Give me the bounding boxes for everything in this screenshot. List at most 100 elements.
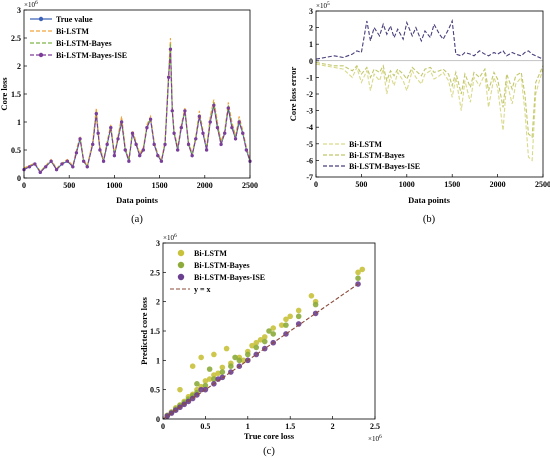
scatter-point-scatter-bi-lstm <box>189 363 196 370</box>
scatter-point-scatter-bi-lstm <box>283 316 289 323</box>
series-point-bi-lstm-bayes-ise <box>244 148 248 152</box>
series-point-bi-lstm-bayes-ise <box>101 159 106 163</box>
scatter-point-scatter-bi-lstm <box>223 345 230 352</box>
legend-label-bi-lstm-bayes-ise: Bi-LSTM-Bayes-ISE <box>56 51 127 60</box>
series-point-bi-lstm-bayes-ise <box>237 120 241 124</box>
scatter-point-scatter-bi-lstm-bayes <box>245 351 251 358</box>
legend-marker-scatter-bi-lstm <box>177 249 185 257</box>
series-point-bi-lstm-bayes-ise <box>127 159 131 163</box>
panel-c-ticks: 0 0.5 1 1.5 2 2.5 0 0.5 1 1.5 2 2.5 3 <box>150 239 380 431</box>
panel-b-caption: (b) <box>423 214 436 225</box>
series-point-bi-lstm-bayes-ise <box>49 159 53 163</box>
series-point-bi-lstm-bayes-ise <box>74 151 79 155</box>
series-point-bi-lstm-bayes-ise <box>205 148 209 152</box>
series-point-bi-lstm-bayes-ise <box>233 137 238 141</box>
series-point-bi-lstm-bayes-ise <box>201 131 205 135</box>
legend-label-true-value: True value <box>56 15 93 24</box>
series-point-bi-lstm-bayes-ise <box>38 170 42 174</box>
series-point-bi-lstm-bayes-ise <box>112 154 116 158</box>
y-tick-label: 1.5 <box>11 90 21 99</box>
series-point-bi-lstm-bayes-ise <box>71 165 75 169</box>
scatter-point-scatter-bi-lstm <box>211 372 217 378</box>
panel-a-series-group <box>22 37 252 174</box>
y-tick-label: 0.5 <box>150 386 160 395</box>
y-tick-label: -5 <box>306 140 313 149</box>
panel-a: 0 500 1000 1500 2000 2500 0 0.5 1 1.5 2 2.5 3 ×106 D… <box>0 0 258 225</box>
scatter-point-scatter-bi-lstm <box>177 386 183 393</box>
x-tick-label: 1.5 <box>285 422 295 431</box>
scatter-point-scatter-bi-lstm-bayes <box>232 354 238 361</box>
series-point-bi-lstm-bayes-ise <box>163 142 167 146</box>
y-tick-label: -3 <box>306 107 313 116</box>
x-tick-label: 2500 <box>242 181 258 190</box>
x-tick-label: 2 <box>331 422 335 431</box>
x-tick-label: 1500 <box>444 180 460 189</box>
series-point-bi-lstm-bayes-ise <box>33 162 37 166</box>
panel-b-legend: Bi-LSTM Bi-LSTM-Bayes Bi-LSTM-Bayes-ISE <box>320 136 438 174</box>
scatter-point-scatter-bi-lstm-bayes <box>355 275 361 282</box>
panel-c-x-label: True core loss <box>244 431 295 441</box>
scatter-point-scatter-bi-lstm-bayes <box>219 369 226 375</box>
x-tick-label: 2000 <box>490 180 506 189</box>
scatter-point-scatter-bi-lstm <box>198 354 204 361</box>
series-point-bi-lstm-bayes-ise <box>152 142 156 146</box>
scatter-point-scatter-bi-lstm <box>287 313 294 320</box>
series-point-bi-lstm-bayes-ise <box>172 131 176 135</box>
panel-c-caption: (c) <box>263 446 275 457</box>
reference-line-y-equals-x <box>162 283 359 420</box>
series-point-bi-lstm-bayes-ise <box>194 137 198 141</box>
x-tick-label: 1 <box>246 422 250 431</box>
series-point-bi-lstm-bayes-ise <box>223 131 227 135</box>
panel-a-y-exponent: ×106 <box>24 0 38 9</box>
y-tick-label: 3 <box>309 7 313 16</box>
x-tick-label: 0 <box>161 422 165 431</box>
scatter-point-scatter-bi-lstm <box>295 307 302 314</box>
y-tick-label: 0 <box>17 174 21 183</box>
scatter-point-scatter-bi-lstm-bayes <box>270 331 277 337</box>
series-point-bi-lstm-bayes-ise <box>212 103 216 107</box>
scatter-point-scatter-bi-lstm <box>257 337 264 343</box>
x-tick-label: 500 <box>355 180 367 189</box>
legend-label-bi-lstm-bayes: Bi-LSTM-Bayes <box>56 39 112 48</box>
series-point-bi-lstm-bayes-ise <box>85 165 89 169</box>
series-point-bi-lstm-bayes-ise <box>168 47 173 51</box>
scatter-point-scatter-bi-lstm <box>215 370 221 377</box>
panel-b-y-exponent: ×105 <box>316 1 330 10</box>
x-tick-label: 2000 <box>197 181 213 190</box>
series-point-bi-lstm-bayes-ise <box>105 142 109 146</box>
scatter-point-scatter-bi-lstm-bayes <box>266 328 272 334</box>
scatter-point-scatter-bi-lstm <box>206 376 213 382</box>
scatter-point-scatter-bi-lstm-bayes <box>261 338 268 345</box>
scatter-point-scatter-bi-lstm <box>278 322 285 328</box>
legend-label-bi-lstm: Bi-LSTM <box>56 27 89 36</box>
scatter-point-scatter-bi-lstm <box>202 378 209 384</box>
legend-marker-bi-lstm-bayes-ise <box>38 52 44 58</box>
panel-b-series-group <box>315 18 544 162</box>
legend-marker-true-value <box>38 16 44 22</box>
legend-label-ref: y = x <box>194 285 211 294</box>
panel-c-legend: Bi-LSTM Bi-LSTM-Bayes Bi-LSTM-Bayes-ISE … <box>166 245 278 295</box>
series-point-bi-lstm-bayes-ise <box>60 162 64 166</box>
scatter-point-scatter-bi-lstm <box>359 266 366 273</box>
series-point-bi-lstm-bayes-ise <box>176 148 180 152</box>
series-point-bi-lstm-bayes-ise <box>170 109 174 113</box>
series-point-bi-lstm-bayes-ise <box>123 148 127 152</box>
series-point-bi-lstm-bayes-ise <box>82 159 86 163</box>
y-tick-label: 0 <box>156 415 160 424</box>
y-tick-label: -7 <box>306 173 313 182</box>
series-point-bi-lstm-bayes-ise <box>27 165 32 169</box>
panel-a-y-label: Core loss <box>0 77 9 111</box>
scatter-point-scatter-bi-lstm-bayes <box>194 381 200 387</box>
scatter-point-scatter-bi-lstm <box>249 342 255 349</box>
series-point-bi-lstm-bayes-ise <box>219 142 223 146</box>
x-tick-label: 1000 <box>399 180 415 189</box>
y-tick-label: -1 <box>306 73 313 82</box>
series-point-bi-lstm-bayes-ise <box>186 142 191 146</box>
panel-c-y-label: Predicted core loss <box>139 296 149 364</box>
x-tick-label: 2.5 <box>370 422 380 431</box>
series-point-bi-lstm-bayes-ise <box>65 159 69 163</box>
x-tick-label: 1500 <box>152 181 168 190</box>
y-tick-label: 0 <box>309 57 313 66</box>
x-tick-label: 0 <box>314 180 318 189</box>
